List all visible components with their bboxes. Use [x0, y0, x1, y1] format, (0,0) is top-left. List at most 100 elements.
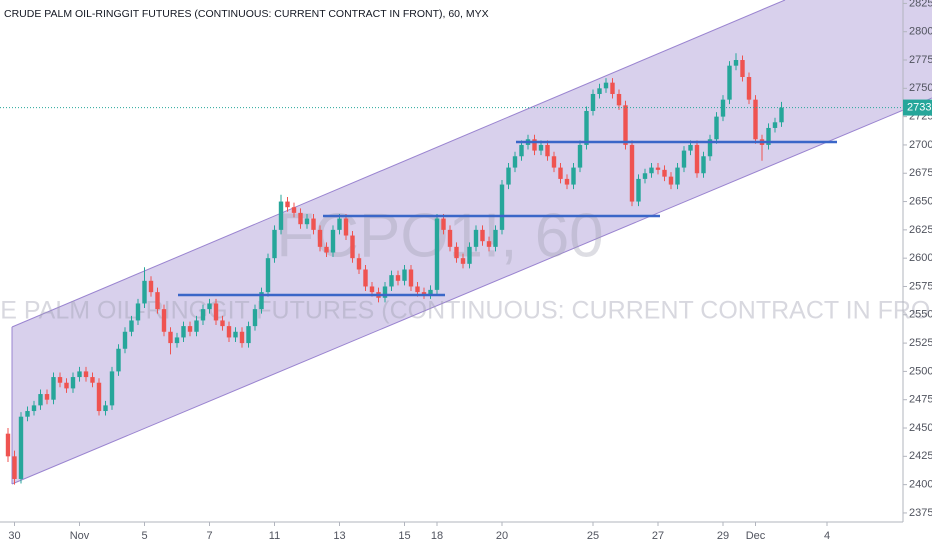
candle-body [343, 218, 349, 236]
candle-body [389, 275, 394, 287]
candle-body [655, 167, 661, 170]
candle-body [681, 150, 687, 168]
channel-lower [11, 97, 932, 485]
candle-body [239, 331, 245, 344]
candle-body [675, 167, 680, 185]
candle-body [532, 139, 537, 151]
candle-body [441, 218, 446, 230]
candle-body [291, 207, 297, 213]
candle-body [90, 377, 95, 383]
candle-body [467, 246, 472, 264]
candle-body [12, 456, 17, 479]
candle-body [558, 167, 563, 179]
candle-body [623, 105, 628, 145]
candle-body [363, 269, 368, 287]
candle-body [707, 139, 713, 157]
candle-body [18, 416, 24, 479]
x-tick-label: 27 [652, 530, 664, 542]
candle-body [44, 394, 50, 400]
candle-body [408, 269, 414, 287]
last-price-box [903, 99, 932, 116]
candle-body [142, 280, 147, 304]
candle-body [499, 184, 505, 230]
candle-body [246, 326, 251, 344]
candle-body [454, 246, 459, 259]
y-tick-label: 2450 [909, 422, 932, 434]
candle-body [480, 229, 485, 242]
candle-body [460, 258, 466, 264]
candle-body [642, 173, 648, 179]
y-tick-label: 2425 [909, 450, 932, 462]
x-tick-label: 13 [333, 530, 345, 542]
y-tick-label: 2800 [909, 26, 932, 38]
watermark: FCPO1!, 60 [276, 201, 603, 270]
y-tick-label: 2750 [909, 82, 932, 94]
candle-body [428, 289, 433, 295]
y-tick-label: 2825 [909, 0, 932, 9]
candle-body [337, 218, 342, 230]
candle-body [506, 167, 511, 185]
candle-body [519, 144, 524, 157]
y-tick-label: 2400 [909, 479, 932, 491]
candle-body [70, 377, 76, 389]
x-tick-label: 15 [398, 530, 410, 542]
candle-body [330, 229, 336, 253]
candle-body [135, 303, 141, 321]
candle-body [415, 286, 420, 293]
candle-body [298, 212, 303, 225]
candle-body [772, 122, 778, 128]
candle-body [200, 309, 206, 321]
candle-body [434, 218, 440, 290]
candles [5, 53, 784, 485]
candle-body [226, 326, 232, 338]
last-price-label: 2733 [907, 101, 931, 113]
candle-body [317, 229, 323, 247]
candle-body [545, 144, 550, 157]
candle-body [473, 229, 479, 247]
y-tick-label: 2675 [909, 167, 932, 179]
candle-body [350, 235, 355, 259]
candle-body [590, 93, 596, 111]
candle-body [701, 156, 706, 174]
candle-body [714, 116, 719, 140]
candle-body [571, 167, 576, 185]
candle-body [727, 65, 732, 100]
y-tick-label: 2775 [909, 54, 932, 66]
candle-body [174, 337, 180, 344]
candle-body [486, 241, 492, 247]
y-tick-label: 2500 [909, 365, 932, 377]
candle-body [103, 405, 108, 412]
candle-body [5, 433, 11, 457]
candle-body [421, 292, 427, 295]
candle-body [278, 201, 284, 230]
candle-body [662, 169, 667, 177]
candle-body [746, 76, 752, 100]
y-tick-label: 2575 [909, 280, 932, 292]
level-lines [178, 140, 837, 297]
y-tick-label: 2600 [909, 252, 932, 264]
y-tick-label: 2525 [909, 337, 932, 349]
candle-body [493, 229, 498, 247]
x-tick-label: 11 [269, 530, 280, 542]
candle-body [649, 167, 654, 174]
x-tick-label: 5 [141, 530, 147, 542]
candle-body [382, 286, 388, 298]
candle-body [629, 144, 635, 202]
candle-body [57, 377, 63, 383]
x-tick-label: 25 [587, 530, 599, 542]
candle-body [603, 82, 609, 89]
candle-body [129, 320, 134, 332]
candle-body [610, 82, 615, 94]
candle-body [194, 320, 199, 332]
candle-body [564, 178, 570, 185]
channel-fill [12, 0, 932, 484]
candle-body [740, 60, 745, 77]
candle-body [213, 303, 219, 321]
candle-body [96, 382, 102, 412]
candle-body [766, 127, 771, 145]
candle-body [181, 326, 186, 338]
y-tick-label: 2650 [909, 195, 932, 207]
candle-body [577, 144, 583, 168]
candle-body [122, 331, 128, 349]
candle-body [187, 326, 193, 332]
